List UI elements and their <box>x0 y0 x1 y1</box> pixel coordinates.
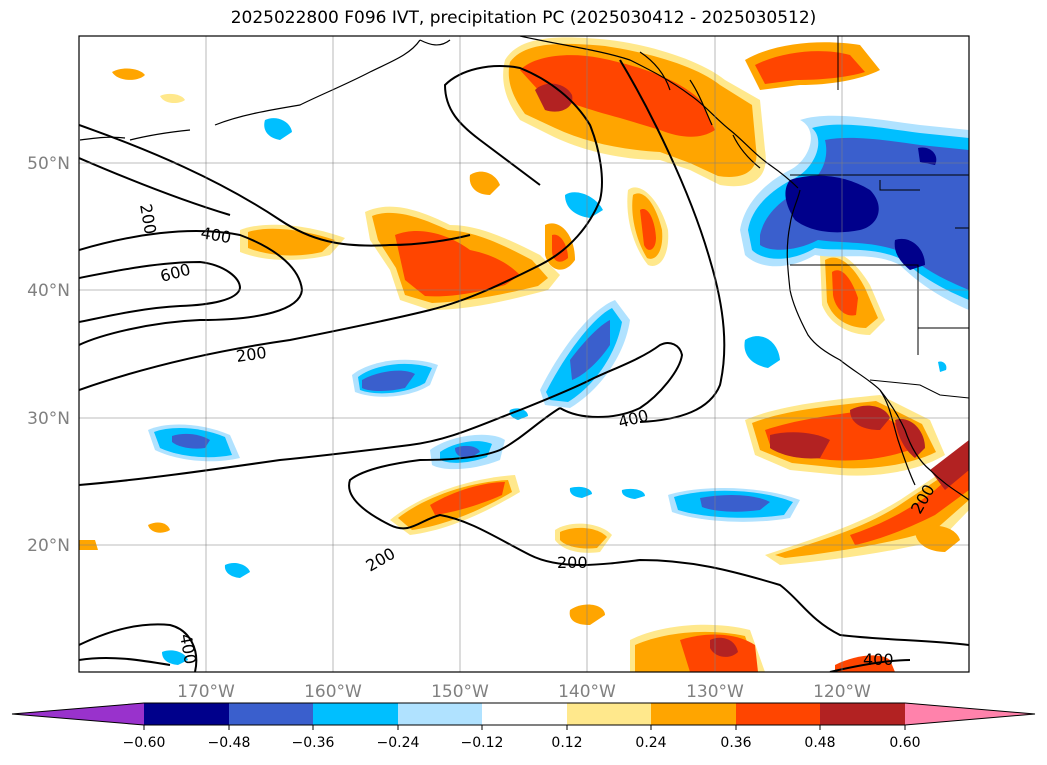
colorbar-bin <box>736 703 820 725</box>
lon-label: 130°W <box>686 682 744 702</box>
colorbar-bin <box>313 703 398 725</box>
colorbar-tick-label: 0.36 <box>720 735 751 751</box>
colorbar-tick-label: −0.36 <box>292 735 335 751</box>
colorbar-bin <box>398 703 482 725</box>
longitude-labels: 170°W 160°W 150°W 140°W 130°W 120°W <box>177 682 871 702</box>
political-borders-layer <box>790 36 969 399</box>
precip-positive-central-pacific <box>240 171 669 310</box>
colorbar-bin <box>144 703 229 725</box>
precip-negative-central-pacific <box>148 118 947 665</box>
ivt-contour-label: 400 <box>199 223 232 247</box>
ivt-contour-label: 400 <box>616 406 650 432</box>
lat-label: 50°N <box>27 154 70 174</box>
ivt-contour-label: 400 <box>863 650 894 669</box>
lat-label: 30°N <box>27 409 70 429</box>
lon-label: 150°W <box>431 682 489 702</box>
colorbar-bin <box>651 703 736 725</box>
colorbar-extend-low <box>12 703 144 725</box>
colorbar-extend-high <box>905 703 1035 725</box>
coastline-layer <box>79 36 969 501</box>
colorbar-tick-label: 0.60 <box>889 735 920 751</box>
graticule-layer <box>79 36 969 672</box>
colorbar-tick-label: 0.12 <box>551 735 582 751</box>
colorbar-bin <box>482 703 567 725</box>
ivt-contour-layer <box>79 59 969 672</box>
lat-label: 40°N <box>27 281 70 301</box>
ivt-contour-label: 200 <box>363 544 399 576</box>
ivt-contour-label: 200 <box>136 202 160 235</box>
lon-label: 160°W <box>304 682 362 702</box>
colorbar-tick-label: 0.24 <box>635 735 666 751</box>
lon-label: 170°W <box>177 682 235 702</box>
lon-label: 120°W <box>813 682 871 702</box>
colorbar-tick-label: −0.24 <box>377 735 420 751</box>
precip-negative-pacific-northwest <box>740 115 969 368</box>
colorbar-tick-label: −0.12 <box>461 735 504 751</box>
precip-positive-california-coast <box>820 251 885 335</box>
precip-pc-fill-layer: 200 400 600 200 400 200 200 400 400 200 <box>79 36 969 672</box>
latitude-labels: 20°N 30°N 40°N 50°N <box>27 154 70 556</box>
colorbar-tick-label: 0.48 <box>804 735 835 751</box>
ivt-contour-label: 200 <box>557 553 588 572</box>
colorbar: −0.60 −0.48 −0.36 −0.24 −0.12 0.12 0.24 … <box>11 702 1036 751</box>
lon-label: 140°W <box>558 682 616 702</box>
map-frame <box>78 35 970 673</box>
ivt-contour-label-layer: 200 400 600 200 400 200 200 400 400 200 <box>136 202 939 669</box>
colorbar-bin <box>229 703 313 725</box>
colorbar-tick-label: −0.60 <box>123 735 166 751</box>
lat-label: 20°N <box>27 536 70 556</box>
map-title: 2025022800 F096 IVT, precipitation PC (2… <box>230 8 817 28</box>
colorbar-bin <box>567 703 651 725</box>
ivt-contour-label: 200 <box>235 343 268 366</box>
colorbar-bin <box>820 703 905 725</box>
colorbar-tick-label: −0.48 <box>208 735 251 751</box>
